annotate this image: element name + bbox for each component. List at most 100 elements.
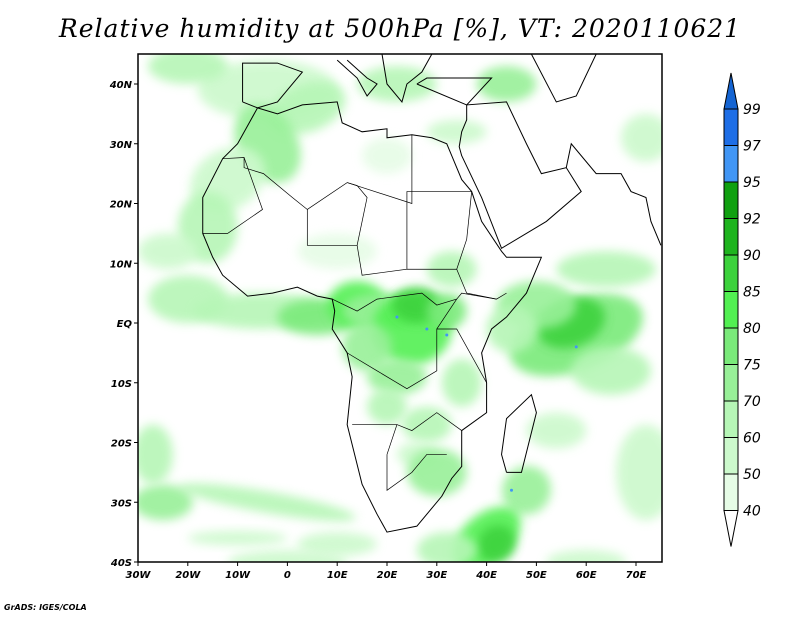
humidity-patch <box>406 448 467 497</box>
humidity-patch <box>486 305 537 353</box>
colorbar-segment <box>723 108 739 146</box>
high-humidity-spot <box>510 488 513 492</box>
country-border <box>222 134 413 210</box>
coastlines <box>202 54 662 533</box>
humidity-patch <box>367 388 407 425</box>
coastline <box>381 54 433 103</box>
lon-tick-label: 40E <box>475 570 497 581</box>
colorbar-label: 99 <box>743 102 761 118</box>
colorbar-segment <box>723 254 739 292</box>
lat-tick-label: 20S <box>111 439 132 450</box>
humidity-patch <box>269 81 346 135</box>
colorbar-segment <box>723 473 739 511</box>
colorbar-under-arrow <box>723 510 739 547</box>
humidity-patch <box>187 530 288 546</box>
humidity-patch <box>501 465 551 515</box>
country-border <box>306 203 408 276</box>
humidity-patch <box>367 358 427 395</box>
humidity-patch <box>616 424 662 521</box>
colorbar-label: 70 <box>743 394 761 410</box>
humidity-patch <box>357 66 437 102</box>
lon-tick-label: 30W <box>126 570 152 581</box>
high-humidity-spot <box>425 327 429 331</box>
lon-tick-label: 60E <box>576 570 597 581</box>
map-frame <box>137 53 663 563</box>
country-border <box>406 191 472 204</box>
country-border <box>347 182 368 246</box>
lon-tick-label: 10W <box>225 570 251 581</box>
humidity-patch <box>621 113 662 162</box>
humidity-patch <box>526 412 587 449</box>
colorbar-segment <box>723 145 739 183</box>
lat-tick-label: 30N <box>110 140 133 151</box>
coastline <box>565 142 662 246</box>
humidity-patch <box>147 54 228 84</box>
colorbar-segment <box>723 327 739 365</box>
chart-title: Relative humidity at 500hPa [%], VT: 202… <box>58 14 742 43</box>
high-humidity-spot <box>445 333 449 337</box>
colorbar-segment <box>723 181 739 219</box>
colorbar-label: 75 <box>743 358 761 374</box>
humidity-patch <box>342 323 392 371</box>
lon-tick-label: 70E <box>626 570 647 581</box>
coastline <box>458 101 582 250</box>
humidity-patch <box>138 424 173 485</box>
humidity-patch <box>426 293 467 329</box>
humidity-patch <box>138 484 193 521</box>
colorbar-label: 80 <box>743 321 761 337</box>
humidity-patch <box>571 346 651 395</box>
colorbar-label: 90 <box>743 248 761 264</box>
coastline <box>530 54 597 103</box>
humidity-patch <box>362 137 412 174</box>
humidity-patch <box>297 233 378 270</box>
humidity-field <box>138 54 662 562</box>
country-border <box>202 157 263 234</box>
country-border <box>346 328 487 390</box>
colorbar-over-arrow <box>723 72 739 110</box>
humidity-patch <box>227 550 348 562</box>
coastline <box>336 59 378 97</box>
humidity-patch <box>297 532 378 557</box>
humidity-patch <box>441 358 482 407</box>
lon-tick-label: 0 <box>284 570 291 581</box>
humidity-patch <box>476 66 537 102</box>
country-border <box>456 269 497 300</box>
coastline <box>416 77 493 106</box>
high-humidity-spot <box>395 315 399 319</box>
lat-tick-label: 10N <box>110 259 133 270</box>
lat-tick-label: EQ <box>117 319 133 330</box>
humidity-patch <box>477 525 516 562</box>
colorbar-label: 40 <box>743 504 761 520</box>
country-border <box>352 412 462 431</box>
lat-tick-label: 30S <box>111 498 132 509</box>
country-border <box>386 454 447 491</box>
axis-ticks: 30W 20W 10W 0 10E 20E 30E 40E 50E 60E 70E 40N 30N 20N… <box>109 80 647 581</box>
lon-tick-label: 50E <box>526 570 547 581</box>
colorbar-label: 85 <box>743 285 761 301</box>
colorbar-label: 95 <box>743 175 761 191</box>
country-border <box>436 298 458 330</box>
lon-tick-label: 20W <box>175 570 201 581</box>
humidity-patch <box>138 233 198 270</box>
humidity-patch <box>179 483 356 522</box>
grads-credit: GrADS: IGES/COLA <box>4 603 87 612</box>
colorbar-segment <box>723 291 739 329</box>
high-humidity-spot <box>574 345 578 349</box>
colorbar-segment <box>723 437 739 475</box>
colorbar: 40 50 60 70 75 80 85 90 92 95 97 99 <box>723 72 761 547</box>
country-border <box>386 424 398 455</box>
humidity-patch <box>546 550 627 562</box>
lat-tick-label: 40S <box>110 558 132 569</box>
coastline <box>242 62 304 109</box>
humidity-patch <box>416 532 477 562</box>
lon-tick-label: 30E <box>426 570 447 581</box>
country-border <box>406 191 473 270</box>
colorbar-label: 97 <box>743 139 761 155</box>
colorbar-label: 50 <box>743 467 761 483</box>
colorbar-label: 60 <box>743 431 761 447</box>
lat-tick-label: 10S <box>111 379 132 390</box>
lat-tick-label: 40N <box>109 80 133 91</box>
humidity-patch <box>556 251 656 288</box>
colorbar-segment <box>723 364 739 402</box>
